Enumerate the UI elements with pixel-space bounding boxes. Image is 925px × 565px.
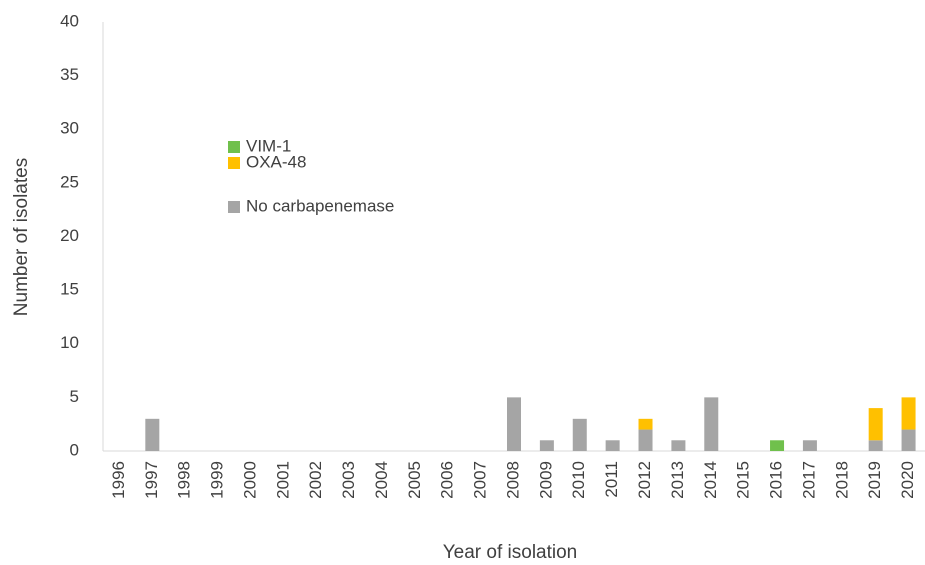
x-tick-label: 2004 — [372, 461, 391, 499]
legend-label: No carbapenemase — [246, 196, 394, 215]
bar-segment — [638, 429, 653, 451]
bar-segment — [802, 440, 817, 451]
x-tick-label: 1996 — [109, 461, 128, 499]
bar-segment — [605, 440, 620, 451]
y-tick-label: 20 — [60, 226, 79, 245]
bar-segment — [868, 440, 883, 451]
x-tick-label: 2009 — [536, 461, 555, 499]
x-tick-label: 2014 — [701, 461, 720, 499]
x-tick-label: 2011 — [602, 461, 621, 498]
x-tick-label: 2001 — [273, 461, 292, 499]
y-tick-label: 25 — [60, 172, 79, 191]
legend-label: OXA-48 — [246, 152, 306, 171]
x-tick-label: 2015 — [734, 461, 753, 499]
x-tick-label: 1999 — [208, 461, 227, 499]
x-tick-label: 2018 — [832, 461, 851, 499]
x-tick-label: 2016 — [767, 461, 786, 499]
y-tick-label: 0 — [70, 440, 79, 459]
bar-segment — [572, 418, 587, 451]
bar-segment — [507, 397, 521, 451]
y-tick-label: 10 — [60, 333, 79, 352]
y-axis-label: Number of isolates — [11, 158, 32, 316]
bar-segment — [901, 397, 916, 430]
x-tick-label: 1997 — [142, 461, 161, 499]
legend-swatch — [228, 157, 240, 169]
y-tick-label: 30 — [60, 119, 79, 138]
bar-segment — [539, 440, 554, 451]
x-tick-label: 2008 — [503, 461, 522, 499]
bar-segment — [671, 440, 686, 451]
x-tick-label: 2019 — [865, 461, 884, 499]
bar-segment — [868, 408, 883, 441]
y-tick-label: 15 — [60, 280, 79, 299]
bar-segment — [704, 397, 719, 451]
x-tick-label: 2020 — [898, 461, 917, 499]
bar-segment — [638, 418, 653, 430]
x-tick-label: 2010 — [569, 461, 588, 499]
x-tick-label: 2012 — [635, 461, 654, 499]
x-axis-label: Year of isolation — [443, 542, 578, 563]
x-tick-label: 1998 — [175, 461, 194, 499]
y-tick-label: 40 — [60, 11, 79, 30]
x-tick-label: 2000 — [240, 461, 259, 499]
x-tick-label: 2013 — [668, 461, 687, 499]
legend-label: VIM-1 — [246, 136, 291, 155]
x-tick-label: 2006 — [438, 461, 457, 499]
y-tick-label: 5 — [70, 387, 79, 406]
legend-swatch — [228, 201, 240, 213]
legend-swatch — [228, 141, 240, 153]
x-tick-label: 2005 — [405, 461, 424, 499]
bar-segment — [901, 429, 916, 451]
y-tick-label: 35 — [60, 65, 79, 84]
bar-segment — [770, 440, 785, 451]
x-tick-label: 2017 — [799, 461, 818, 499]
x-tick-label: 2002 — [306, 461, 325, 499]
bar-segment — [145, 418, 160, 451]
x-tick-label: 2003 — [339, 461, 358, 499]
x-tick-label: 2007 — [471, 461, 490, 499]
